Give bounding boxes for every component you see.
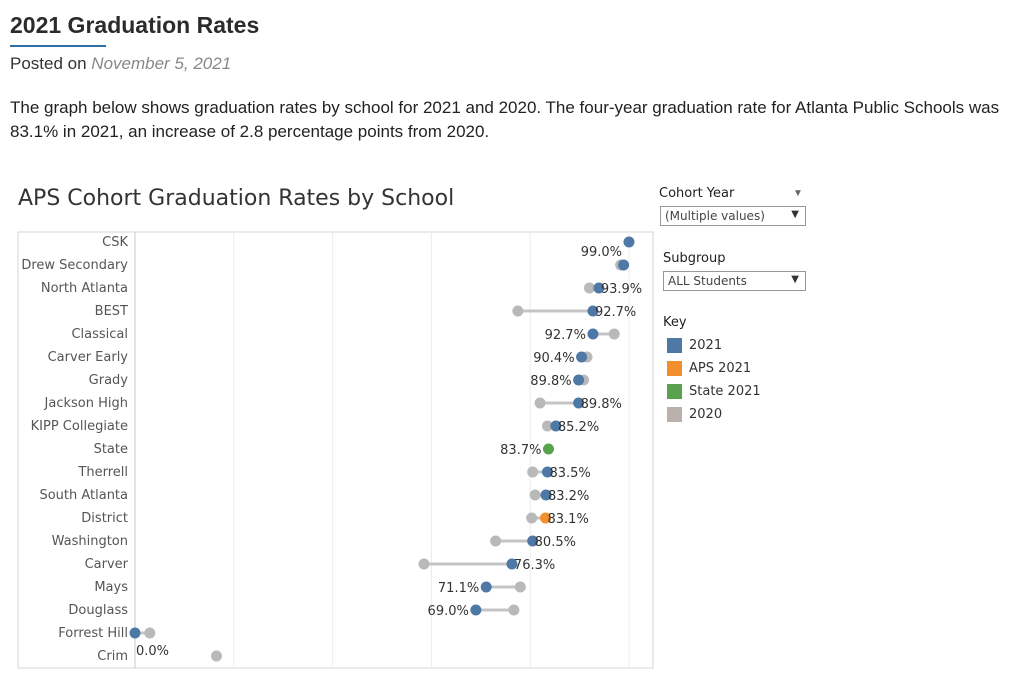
point-2021 <box>573 397 585 409</box>
point-2020 <box>527 466 539 478</box>
point-2021 <box>541 466 553 478</box>
cohort-year-select[interactable]: (Multiple values) ▼ <box>660 206 806 226</box>
data-label: 89.8% <box>530 374 571 389</box>
data-label: 83.7% <box>500 443 541 458</box>
data-label: 89.8% <box>581 397 622 412</box>
category-label: BEST <box>95 304 128 319</box>
data-label: 76.3% <box>514 558 555 573</box>
category-label: Carver <box>85 557 129 572</box>
category-label: Douglass <box>68 603 128 618</box>
swatch-2021 <box>667 337 682 353</box>
category-label: Carver Early <box>48 350 129 365</box>
point-2020 <box>608 328 620 340</box>
category-label: CSK <box>102 235 128 250</box>
data-label: 93.9% <box>601 282 642 297</box>
swatch-aps-2021 <box>667 360 682 376</box>
subgroup-label: Subgroup <box>663 251 726 266</box>
category-label: Forrest Hill <box>58 626 128 641</box>
point-2020 <box>526 512 538 524</box>
key-label: Key <box>663 315 687 330</box>
category-label: Therrell <box>77 465 128 480</box>
data-label: 90.4% <box>533 351 574 366</box>
data-label: 69.0% <box>428 604 469 619</box>
data-label: 92.7% <box>595 305 636 320</box>
point-2020 <box>534 397 546 409</box>
point-2021 <box>587 305 599 317</box>
key-item-label: 2020 <box>689 406 723 422</box>
category-label: Crim <box>97 649 128 664</box>
point-2020 <box>583 282 595 294</box>
key-item-label: State 2021 <box>689 383 761 399</box>
chart-frame <box>17 231 654 669</box>
post-title: 2021 Graduation Rates <box>10 12 260 38</box>
category-label: District <box>81 511 128 526</box>
data-label: 83.5% <box>549 466 590 481</box>
subgroup-value: ALL Students <box>668 274 747 288</box>
point-2021 <box>129 627 141 639</box>
category-label: South Atlanta <box>39 488 128 503</box>
point-2021 <box>480 581 492 593</box>
category-label: Grady <box>89 373 129 388</box>
chart-title: APS Cohort Graduation Rates by School <box>18 186 455 211</box>
point-2020 <box>512 305 524 317</box>
key-item-2020[interactable]: 2020 <box>667 406 722 422</box>
category-label: State <box>94 442 128 457</box>
title-underline <box>10 45 106 47</box>
point-2020 <box>211 650 223 662</box>
swatch-state-2021 <box>667 383 682 399</box>
point-2021 <box>623 236 635 248</box>
point-2021 <box>506 558 518 570</box>
category-label: Drew Secondary <box>21 258 128 273</box>
point-2020 <box>490 535 502 547</box>
cohort-menu-icon[interactable]: ▼ <box>793 188 803 199</box>
subgroup-select[interactable]: ALL Students ▼ <box>663 271 806 291</box>
chevron-down-icon: ▼ <box>791 209 799 220</box>
point-2021 <box>587 328 599 340</box>
category-label: Classical <box>71 327 128 342</box>
graduation-rates-chart: CSK 99.0% Drew Secondary North Atlanta 93.9%… <box>17 231 654 669</box>
point-2021 <box>618 259 630 271</box>
category-label: Washington <box>52 534 128 549</box>
point-2021 <box>593 282 605 294</box>
post-date[interactable]: November 5, 2021 <box>91 54 232 73</box>
cohort-year-label: Cohort Year <box>659 186 735 201</box>
point-2021 <box>540 512 552 524</box>
posted-line: Posted on November 5, 2021 <box>10 54 231 74</box>
data-label: 0.0% <box>136 644 169 659</box>
key-item-aps-2021[interactable]: APS 2021 <box>667 360 751 376</box>
key-item-2021[interactable]: 2021 <box>667 337 722 353</box>
cohort-year-value: (Multiple values) <box>665 209 765 223</box>
point-2020 <box>514 581 526 593</box>
point-2021 <box>550 420 562 432</box>
point-2020 <box>508 604 520 616</box>
key-item-state-2021[interactable]: State 2021 <box>667 383 761 399</box>
data-label: 85.2% <box>558 420 599 435</box>
point-2020 <box>418 558 430 570</box>
category-label: Mays <box>94 580 128 595</box>
data-label: 99.0% <box>581 245 622 260</box>
key-item-label: APS 2021 <box>689 360 752 376</box>
category-label: KIPP Collegiate <box>31 419 128 434</box>
point-2021 <box>540 489 552 501</box>
point-2021 <box>573 374 585 386</box>
point-2020 <box>529 489 541 501</box>
point-2020 <box>541 420 553 432</box>
data-label: 83.1% <box>548 512 589 527</box>
key-item-label: 2021 <box>689 337 723 353</box>
category-label: Jackson High <box>44 396 128 411</box>
posted-prefix: Posted on <box>10 54 87 73</box>
data-label: 80.5% <box>535 535 576 550</box>
data-label: 92.7% <box>545 328 586 343</box>
point-2021 <box>576 351 588 363</box>
point-2021 <box>542 443 554 455</box>
chevron-down-icon: ▼ <box>791 274 799 285</box>
data-label: 71.1% <box>438 581 479 596</box>
intro-paragraph: The graph below shows graduation rates b… <box>10 98 1000 141</box>
category-label: North Atlanta <box>41 281 128 296</box>
point-2020 <box>144 627 156 639</box>
data-label: 83.2% <box>548 489 589 504</box>
swatch-2020 <box>667 406 682 422</box>
point-2021 <box>527 535 539 547</box>
point-2021 <box>470 604 482 616</box>
